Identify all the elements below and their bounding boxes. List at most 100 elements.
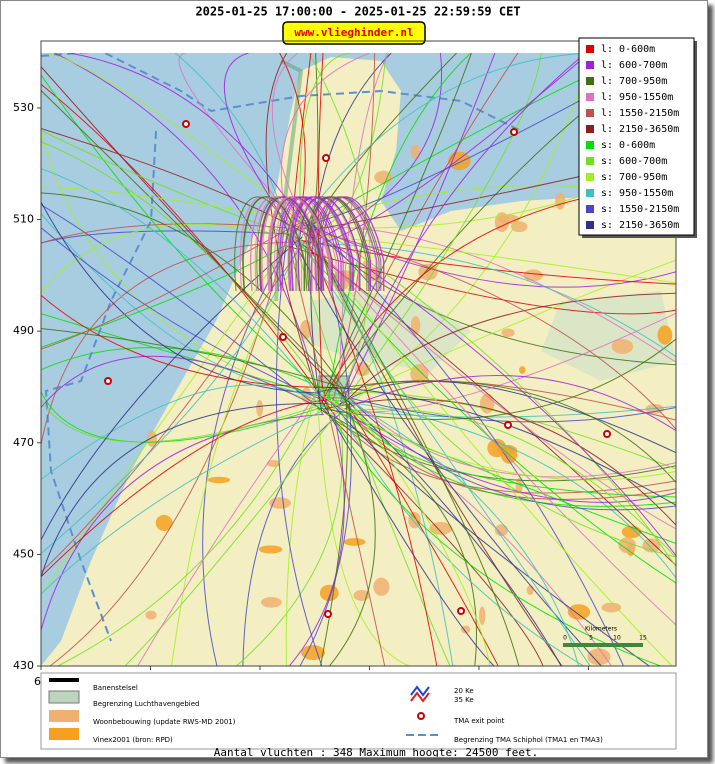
flight-track	[327, 53, 472, 402]
flight-track	[69, 53, 316, 243]
footer: Aantal vluchten : 348 Maximum hoogte: 24…	[214, 746, 539, 757]
flight-tracks	[41, 53, 676, 666]
flight-track	[321, 407, 544, 666]
vinex-swatch	[49, 728, 79, 740]
flight-track	[326, 386, 676, 506]
flight-track	[41, 192, 345, 389]
flight-track	[285, 232, 386, 666]
flight-track	[322, 53, 519, 408]
y-tick-label: 510	[13, 213, 34, 226]
flight-track	[291, 53, 621, 236]
flight-track	[320, 394, 676, 481]
flight-track	[301, 239, 676, 285]
flight-track	[328, 389, 580, 666]
flight-track	[41, 141, 335, 406]
legend-label: s: 700-950m	[601, 172, 667, 183]
flight-track	[320, 392, 348, 666]
flight-track	[345, 404, 676, 500]
ke35-swatch	[410, 691, 430, 703]
flight-track	[41, 313, 326, 399]
flight-track	[298, 225, 676, 626]
housing-area	[515, 478, 523, 494]
url-badge[interactable]	[282, 21, 426, 45]
housing-area	[373, 577, 390, 596]
legend-swatch	[586, 205, 594, 213]
flight-track	[137, 392, 318, 666]
flight-track	[41, 83, 333, 412]
housing-area	[479, 606, 486, 626]
flight-track	[41, 186, 312, 223]
key-label: TMA exit point	[453, 717, 505, 725]
housing-area	[510, 221, 528, 233]
housing-area	[258, 545, 283, 554]
housing-area	[343, 538, 366, 546]
exit-swatch	[417, 712, 425, 720]
flight-track	[265, 53, 319, 397]
flight-track	[337, 385, 676, 511]
legend-label: l: 700-950m	[601, 76, 667, 87]
tma-boundary	[41, 53, 522, 642]
housing-area	[418, 263, 438, 281]
flight-track	[314, 240, 520, 666]
flight-track	[335, 312, 676, 413]
flight-track	[338, 53, 496, 408]
approach-loop	[314, 196, 377, 292]
y-tick-label: 450	[13, 547, 34, 560]
legend-swatch	[586, 45, 594, 53]
housing-area	[362, 260, 370, 267]
approach-loop	[276, 196, 339, 292]
flight-track	[291, 216, 676, 556]
housing-area	[256, 399, 264, 417]
flight-track	[41, 223, 299, 293]
flight-track	[171, 240, 314, 666]
flight-track	[41, 294, 338, 389]
flight-track	[308, 53, 371, 411]
flight-track	[54, 53, 323, 415]
key-label: Begrenzing Luchthavengebied	[93, 700, 200, 708]
flight-track	[296, 236, 591, 666]
legend-swatch	[586, 189, 594, 197]
legend-label: s: 0-600m	[601, 140, 655, 151]
flight-track	[41, 409, 326, 595]
housing-area	[260, 596, 282, 608]
url[interactable]: www.vlieghinder.nl	[294, 26, 413, 39]
flight-track	[338, 53, 390, 389]
key-label: Woonbebouwing (update RWS-MD 2001)	[93, 718, 236, 726]
flight-track	[340, 53, 542, 407]
legend-swatch	[586, 141, 594, 149]
flight-track	[340, 393, 499, 666]
scale-label: 5	[589, 635, 593, 642]
title: 2025-01-25 17:00:00 - 2025-01-25 22:59:5…	[195, 5, 520, 19]
housing-area	[611, 339, 634, 354]
flight-track	[344, 405, 676, 418]
housing-area	[657, 325, 673, 345]
housing-area	[494, 524, 508, 537]
flight-track	[275, 224, 323, 666]
housing-area	[146, 430, 157, 447]
approach-loop	[250, 196, 313, 292]
scale-bar: Kilometers 0 5 10 15	[563, 626, 647, 647]
flight-track	[41, 223, 287, 244]
flight-track	[41, 327, 342, 388]
housing-area	[526, 585, 534, 596]
flight-track	[323, 53, 472, 394]
flight-track	[41, 227, 329, 403]
housing-area	[567, 604, 591, 620]
key-label: Begrenzing TMA Schiphol (TMA1 en TMA3)	[454, 736, 603, 744]
housing-area	[301, 645, 326, 661]
approach-loop	[317, 196, 380, 292]
flight-track	[332, 399, 676, 579]
y-tick-label: 430	[13, 659, 34, 672]
housing-area	[410, 364, 429, 384]
key-label: 35 Ke	[454, 696, 474, 704]
flight-track	[223, 53, 302, 246]
approach-loop	[267, 196, 331, 292]
flight-track	[41, 237, 308, 573]
legend-swatch	[586, 61, 594, 69]
flight-track	[41, 241, 312, 446]
housing-area	[408, 511, 421, 529]
flight-track	[344, 53, 592, 408]
flight-track	[41, 168, 318, 394]
housing-area	[269, 497, 292, 509]
flight-track	[293, 243, 676, 358]
